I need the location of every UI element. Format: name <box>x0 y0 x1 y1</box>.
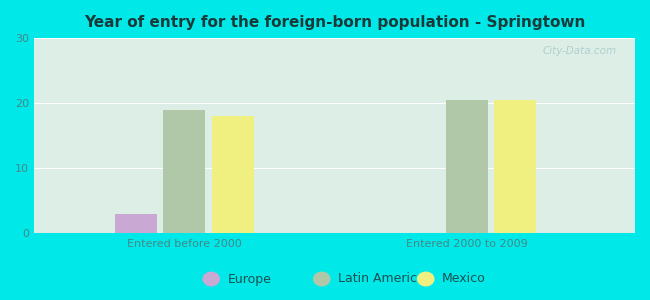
Title: Year of entry for the foreign-born population - Springtown: Year of entry for the foreign-born popul… <box>84 15 585 30</box>
Bar <box>212 116 254 233</box>
Bar <box>115 214 157 233</box>
Text: City-Data.com: City-Data.com <box>543 46 617 56</box>
Bar <box>494 100 536 233</box>
Bar <box>163 110 205 233</box>
Text: Latin America: Latin America <box>338 272 424 286</box>
Bar <box>446 100 488 233</box>
Text: Mexico: Mexico <box>442 272 486 286</box>
Text: Europe: Europe <box>227 272 272 286</box>
